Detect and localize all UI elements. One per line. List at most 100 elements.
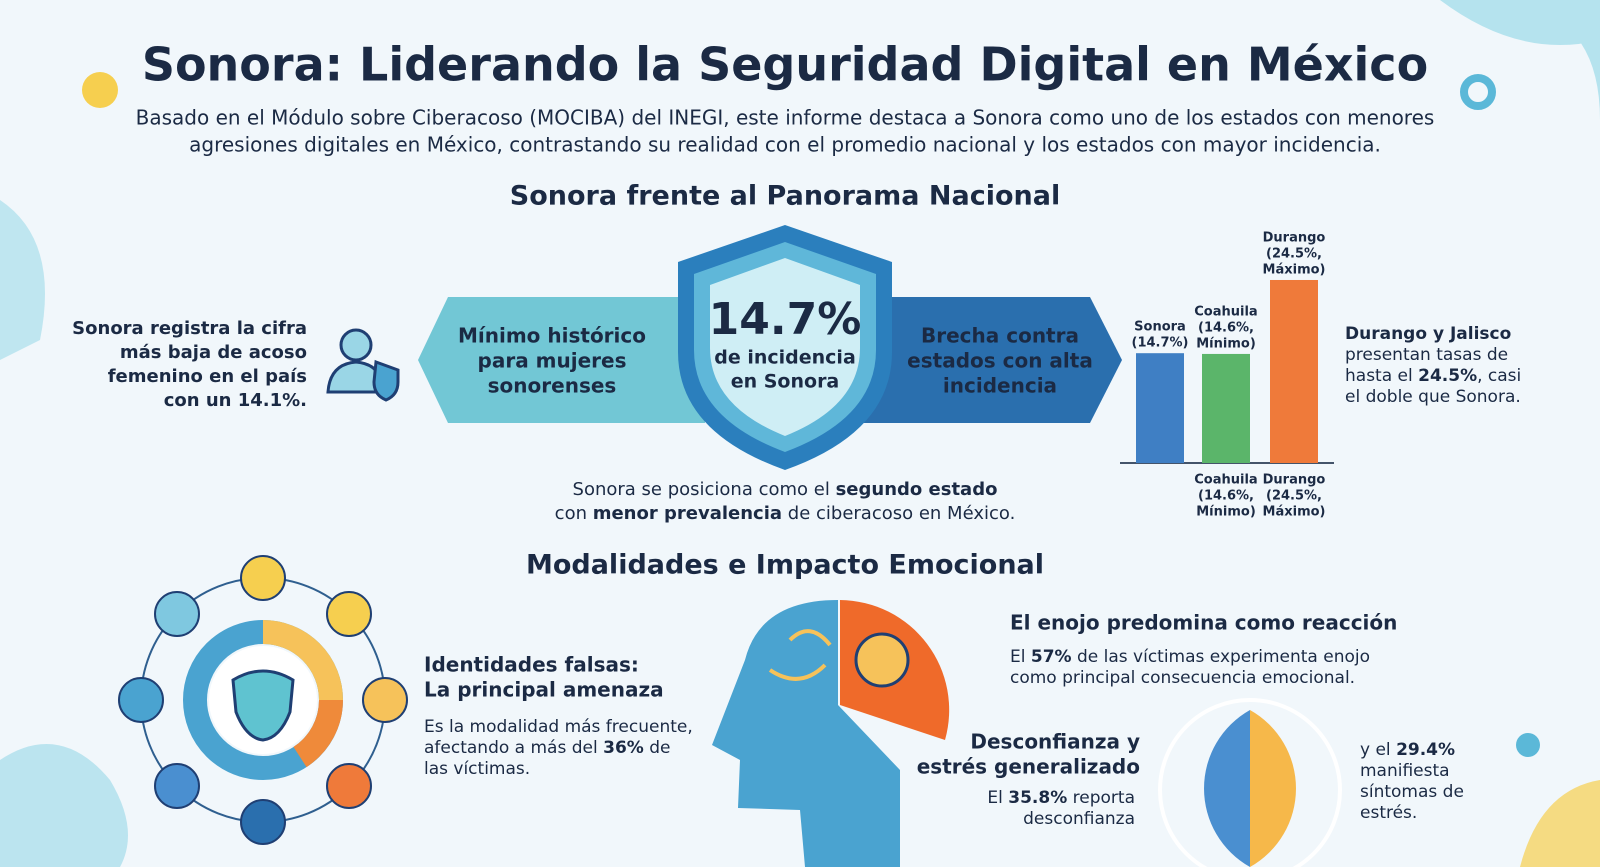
card-body: estrés. — [1360, 803, 1417, 823]
head-graphic — [712, 600, 1342, 867]
card-body-part: síntomas de — [1360, 782, 1464, 802]
bar-label: (14.7%) — [1132, 336, 1189, 351]
bar-label: (14.6%, — [1198, 320, 1254, 335]
bar-axis-label: Coahuila — [1194, 473, 1257, 488]
section-heading: Sonora frente al Panorama Nacional — [510, 181, 1060, 212]
banner-text: Mínimo histórico — [458, 324, 646, 348]
card-body-part: como principal consecuencia emocional. — [1010, 668, 1355, 688]
card-title: El enojo predomina como reacción — [1010, 611, 1397, 635]
card-body: Es la modalidad más frecuente, — [424, 717, 693, 737]
banner-text: para mujeres — [478, 349, 627, 373]
bar — [1202, 353, 1250, 463]
decor-dot — [1516, 733, 1540, 757]
subtitle: Basado en el Módulo sobre Ciberacoso (MO… — [136, 106, 1435, 130]
bar-label: Sonora — [1134, 320, 1186, 335]
card-body-part: reporta — [1067, 788, 1135, 808]
position-note-part: con — [555, 503, 593, 524]
left-note: con un 14.1%. — [164, 390, 307, 411]
banner-text: estados con alta — [907, 349, 1093, 373]
bar-label: (24.5%, — [1266, 246, 1322, 261]
decor-ring — [1460, 74, 1496, 110]
card-body-part: 57% — [1031, 647, 1072, 667]
bar-axis-label: Durango — [1263, 473, 1326, 488]
card-title: estrés generalizado — [917, 755, 1140, 779]
shield-caption: en Sonora — [731, 371, 840, 393]
banner-text: incidencia — [943, 374, 1057, 398]
section-heading: Modalidades e Impacto Emocional — [526, 550, 1044, 581]
card-body-part: desconfianza — [1023, 809, 1135, 829]
banner-text: sonorenses — [488, 374, 617, 398]
card-body: síntomas de — [1360, 782, 1464, 802]
bar — [1270, 279, 1318, 463]
card-body-part: estrés. — [1360, 803, 1417, 823]
card-body: manifiesta — [1360, 761, 1450, 781]
bar — [1136, 353, 1184, 463]
bar-label: Máximo) — [1263, 262, 1326, 277]
card-body-part: las víctimas. — [424, 759, 530, 779]
card-body-part: manifiesta — [1360, 761, 1450, 781]
card-body: como principal consecuencia emocional. — [1010, 668, 1355, 688]
position-note-part: de ciberacoso en México. — [782, 503, 1015, 524]
card-body-part: de — [644, 738, 671, 758]
right-note: hasta el 24.5%, casi — [1345, 366, 1521, 386]
woman-icon — [326, 328, 400, 402]
card-title: Identidades falsas: — [424, 653, 639, 677]
left-note: femenino en el país — [108, 366, 307, 387]
bar-label: Mínimo) — [1196, 336, 1256, 351]
right-note: presentan tasas de — [1345, 345, 1508, 365]
card-body-part: 36% — [603, 738, 644, 758]
card-body: afectando a más del 36% de — [424, 738, 670, 758]
bar-axis-label: (24.5%, — [1266, 489, 1322, 504]
left-banner — [418, 297, 705, 423]
bar-axis-label: Máximo) — [1263, 505, 1326, 520]
card-body: El 57% de las víctimas experimenta enojo — [1010, 647, 1370, 667]
position-note-part: Sonora se posiciona como el — [573, 479, 836, 500]
decor-blob — [1520, 780, 1600, 867]
card-body-part: El — [1010, 647, 1031, 667]
right-note-part: hasta el — [1345, 366, 1418, 386]
left-note: más baja de acoso — [120, 342, 307, 363]
bar-label: Coahuila — [1194, 304, 1257, 319]
right-note: Durango y Jalisco — [1345, 324, 1511, 344]
card-body-part: afectando a más del — [424, 738, 603, 758]
right-note-part: , casi — [1477, 366, 1521, 386]
bar-axis-label: Mínimo) — [1196, 505, 1256, 520]
position-note: Sonora se posiciona como el segundo esta… — [573, 479, 998, 500]
card-body: desconfianza — [1023, 809, 1135, 829]
right-note-part: presentan tasas de — [1345, 345, 1508, 365]
modality-diagram — [118, 555, 408, 845]
card-body-part: 29.4% — [1396, 740, 1455, 760]
subtitle: agresiones digitales en México, contrast… — [189, 133, 1381, 157]
bar-label: Durango — [1263, 230, 1326, 245]
card-body-part: y el — [1360, 740, 1396, 760]
decor-blob — [0, 200, 45, 360]
card-body-part: El — [987, 788, 1008, 808]
card-body-part: de las víctimas experimenta enojo — [1072, 647, 1370, 667]
position-note: con menor prevalencia de ciberacoso en M… — [555, 503, 1016, 524]
decor-dot — [82, 72, 118, 108]
position-note-part: menor prevalencia — [593, 503, 782, 524]
left-note: Sonora registra la cifra — [72, 318, 307, 339]
right-note-part: Durango y Jalisco — [1345, 324, 1511, 344]
banner-text: Brecha contra — [921, 324, 1079, 348]
card-body: El 35.8% reporta — [987, 788, 1135, 808]
decor-blob — [0, 744, 128, 867]
shield-caption: de incidencia — [714, 347, 856, 369]
card-title: Desconfianza y — [970, 730, 1140, 754]
decor-blob — [1440, 0, 1600, 120]
card-body: las víctimas. — [424, 759, 530, 779]
card-body: y el 29.4% — [1360, 740, 1455, 760]
right-note-part: 24.5% — [1418, 366, 1477, 386]
title: Sonora: Liderando la Seguridad Digital e… — [142, 38, 1428, 92]
right-note: el doble que Sonora. — [1345, 387, 1521, 407]
shield-core — [710, 258, 860, 436]
card-body-part: Es la modalidad más frecuente, — [424, 717, 693, 737]
card-body-part: 35.8% — [1008, 788, 1067, 808]
card-title: La principal amenaza — [424, 678, 664, 702]
position-note-part: segundo estado — [836, 479, 998, 500]
shield-value: 14.7% — [709, 294, 862, 345]
bar-axis-label: (14.6%, — [1198, 489, 1254, 504]
right-note-part: el doble que Sonora. — [1345, 387, 1521, 407]
